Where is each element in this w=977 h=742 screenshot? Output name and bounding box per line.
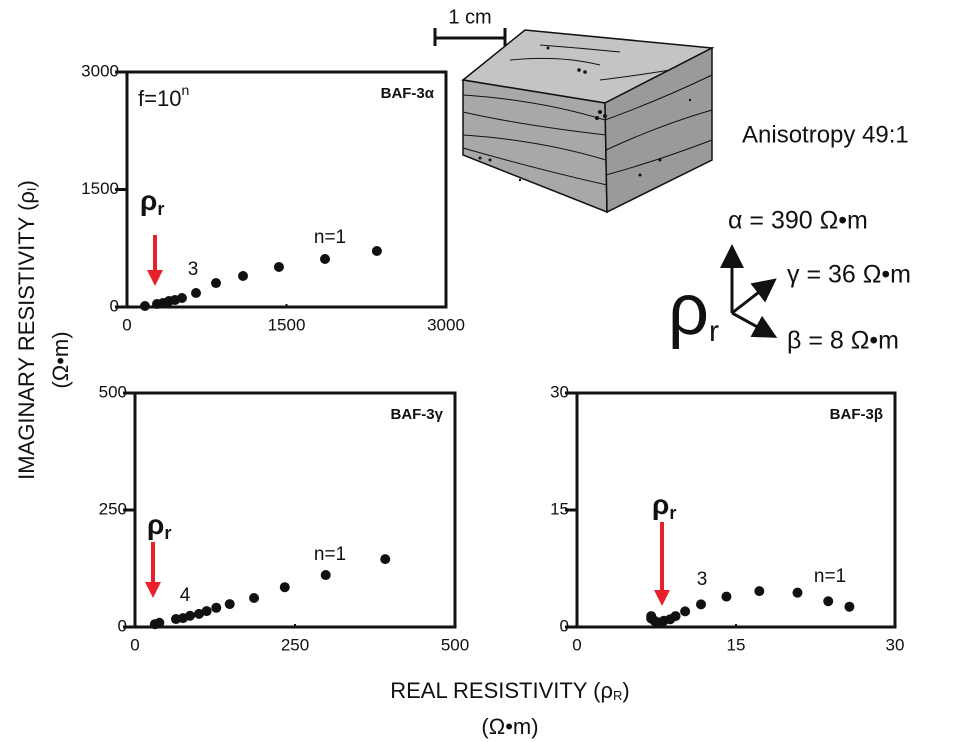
rho-label: ρr	[140, 185, 164, 218]
x-tick-label: 3000	[427, 315, 465, 334]
data-point	[680, 606, 691, 617]
data-point	[754, 586, 765, 597]
data-point	[249, 592, 260, 603]
rho-symbol: ρr	[668, 270, 719, 350]
data-point	[320, 570, 331, 581]
rho-sub: r	[157, 199, 164, 219]
sample-block	[461, 29, 715, 214]
data-point	[139, 300, 150, 311]
x-tick-label: 0	[130, 635, 139, 654]
annotation: n=1	[314, 544, 346, 565]
data-point	[721, 591, 732, 602]
annotation: 3	[697, 569, 708, 590]
y-axis-label: IMAGINARY RESISTIVITY (ρI)	[14, 180, 40, 480]
frequency-text: f=10	[138, 86, 181, 111]
y-tick-label: 3000	[81, 61, 119, 80]
y-tick-label: 250	[99, 499, 127, 518]
data-point	[194, 608, 204, 619]
annotation: n=1	[314, 227, 346, 248]
y-tick-label: 500	[99, 382, 127, 401]
x-axis-label: REAL RESISTIVITY (ρR)	[390, 678, 630, 704]
beta-label: β = 8 Ω•m	[787, 327, 899, 355]
data-point	[823, 596, 834, 607]
plot-frame	[575, 391, 897, 629]
frequency-label: f=10n	[138, 82, 189, 111]
chart-title: BAF-3γ	[390, 406, 443, 423]
x-tick-label: 0	[122, 315, 131, 334]
data-point	[670, 611, 681, 622]
x-axis-unit: (Ω•m)	[481, 714, 538, 739]
anisotropy-label: Anisotropy 49:1	[742, 121, 909, 148]
y-tick-label: 30	[550, 382, 569, 401]
data-point	[185, 610, 196, 621]
data-point	[844, 601, 855, 612]
y-tick-label: 0	[110, 296, 119, 315]
anisotropy-axes	[720, 244, 778, 338]
x-tick-label: 15	[727, 635, 746, 654]
annotation: 3	[188, 259, 199, 280]
rho-label: ρr	[147, 509, 171, 542]
rho-text: ρ	[140, 185, 157, 216]
x-tick-label: 0	[572, 635, 581, 654]
rho-sub: r	[669, 503, 676, 523]
data-point	[154, 617, 165, 628]
data-point	[279, 582, 290, 593]
chart-title: BAF-3α	[381, 85, 435, 102]
y-axis-unit: (Ω•m)	[48, 331, 73, 388]
rho-label: ρr	[652, 489, 676, 522]
alpha-label: α = 390 Ω•m	[728, 207, 868, 235]
data-point	[191, 287, 202, 298]
data-point	[696, 599, 707, 610]
data-point	[211, 278, 222, 289]
gamma-label: γ = 36 Ω•m	[787, 261, 911, 289]
data-point	[380, 554, 391, 565]
rho-text: ρ	[652, 489, 669, 520]
annotation: 4	[180, 585, 191, 606]
data-point	[201, 606, 212, 617]
y-tick-label: 0	[560, 616, 569, 635]
annotation: n=1	[814, 566, 846, 587]
y-tick-label: 15	[550, 499, 569, 518]
data-point	[792, 587, 803, 598]
data-point	[319, 253, 330, 264]
chart-title: BAF-3β	[830, 406, 883, 423]
data-point	[238, 270, 249, 281]
data-point	[224, 599, 235, 610]
scale-bar	[433, 28, 507, 46]
x-tick-label: 500	[441, 635, 469, 654]
x-tick-label: 30	[886, 635, 905, 654]
frequency-exponent: n	[181, 82, 189, 98]
scale-bar-label: 1 cm	[448, 6, 491, 28]
y-tick-label: 0	[118, 616, 127, 635]
x-tick-label: 250	[281, 635, 309, 654]
rho-text: ρ	[147, 509, 164, 540]
x-tick-label: 1500	[268, 315, 306, 334]
data-point	[371, 245, 382, 256]
data-point	[273, 261, 284, 272]
y-tick-label: 1500	[81, 179, 119, 198]
rho-sub: r	[164, 523, 171, 543]
data-point	[211, 602, 222, 613]
data-point	[176, 292, 187, 303]
